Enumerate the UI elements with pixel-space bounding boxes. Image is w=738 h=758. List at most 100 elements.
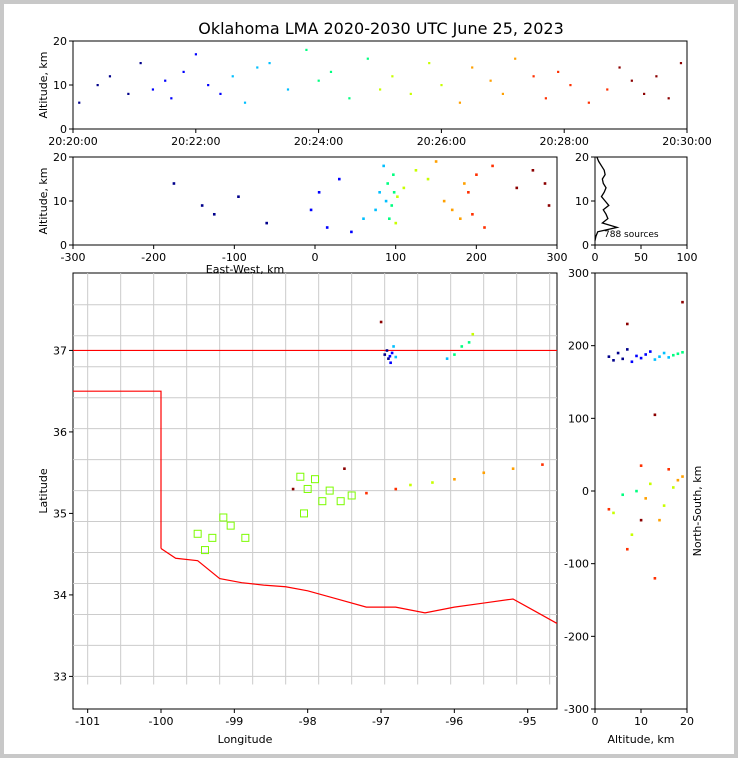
altitude-ns-point (630, 360, 634, 364)
altitude-ew-point (362, 217, 365, 220)
x-tick-label: -95 (519, 715, 537, 728)
altitude-time-point (194, 53, 197, 56)
altitude-time-point (458, 101, 462, 104)
altitude-time-point (305, 48, 308, 51)
lma-figure: Oklahoma LMA 2020-2030 UTC June 25, 2023… (37, 19, 712, 746)
altitude-ew-point (384, 199, 388, 203)
altitude-ns-point (653, 358, 657, 361)
x-tick-label: 20:28:00 (539, 135, 588, 148)
altitude-ew-point (392, 191, 396, 194)
altitude-time-point (231, 75, 234, 78)
y-tick-label: 35 (53, 507, 67, 520)
x-tick-label: 100 (385, 251, 406, 264)
x-tick-label: -96 (445, 715, 463, 728)
altitude-time-point (329, 70, 333, 73)
altitude-ns-point (607, 507, 611, 511)
lma-station-marker (193, 529, 202, 538)
altitude-ns-point (649, 482, 652, 486)
altitude-ns-point (635, 489, 638, 493)
altitude-ew-point (459, 217, 462, 220)
altitude-ew-point (547, 204, 551, 207)
altitude-time-point (655, 75, 658, 78)
altitude-ew-point (392, 173, 395, 176)
altitude-time-point (440, 84, 443, 87)
x-tick-label: -300 (61, 251, 86, 264)
altitude-ns-point (672, 486, 675, 489)
plan-view-source-point (409, 483, 412, 487)
x-tick-label: 200 (466, 251, 487, 264)
altitude-ew-point (483, 226, 486, 229)
altitude-ns-point (644, 353, 647, 356)
altitude-ew-point (471, 213, 474, 216)
plan-view-source-point (392, 345, 395, 348)
y-tick-label: 0 (60, 123, 67, 136)
plan-view-source-point (541, 463, 544, 466)
altitude-ns-point (681, 475, 684, 478)
y-tick-label: 0 (582, 239, 589, 252)
plan-view-source-point (365, 491, 368, 495)
altitude-time-point (667, 97, 670, 100)
altitude-time-point (256, 66, 259, 69)
altitude-time-point (78, 101, 81, 104)
plan-view-source-point (291, 487, 295, 491)
plan-view-source-point (388, 354, 392, 358)
altitude-ew-point (309, 208, 313, 212)
lma-station-marker (336, 497, 345, 506)
altitude-ew-point (237, 195, 240, 198)
y-tick-label: 0 (60, 239, 67, 252)
source-count-label: 788 sources (604, 230, 659, 240)
altitude-time-point (471, 66, 474, 69)
x-tick-label: -100 (149, 715, 174, 728)
altitude-ew-point (382, 164, 385, 168)
x-tick-label: 20:22:00 (171, 135, 220, 148)
altitude-ew-point (374, 208, 377, 212)
altitude-time-point (182, 70, 185, 73)
altitude-ns-point (639, 356, 643, 360)
altitude-time-point (243, 101, 247, 104)
x-tick-label: 100 (677, 251, 698, 264)
state-border-panhandle (73, 390, 162, 549)
altitude-time-point (489, 79, 492, 82)
x-tick-label: 50 (634, 251, 648, 264)
lma-station-marker (241, 533, 250, 542)
altitude-ns-point (621, 357, 624, 361)
altitude-ns-point (612, 359, 615, 362)
altitude-ns-point (658, 355, 661, 358)
altitude-ns-point (607, 355, 611, 358)
altitude-ew-point (212, 213, 216, 216)
altitude-time-point (151, 88, 155, 91)
x-tick-label: -101 (75, 715, 100, 728)
altitude-ew-point (467, 191, 470, 194)
plan-view-source-point (467, 341, 471, 344)
altitude-time-point (409, 92, 412, 95)
lma-station-marker (325, 486, 334, 495)
plan-view-source-point (390, 351, 394, 355)
altitude-ns-point (676, 478, 680, 482)
altitude-ns-point (672, 353, 675, 357)
altitude-ew-point (463, 182, 466, 185)
x-tick-label: -99 (225, 715, 243, 728)
plan-view-source-point (471, 332, 475, 336)
y-axis-label: Altitude, km (37, 167, 50, 234)
y-tick-label: 34 (53, 589, 67, 602)
lma-station-marker (303, 484, 312, 493)
altitude-time-point (348, 97, 351, 100)
y-tick-label: -200 (564, 630, 589, 643)
x-tick-label: 0 (312, 251, 319, 264)
plan-view-source-point (453, 477, 456, 481)
x-tick-label: 10 (634, 715, 648, 728)
altitude-ew-point (388, 217, 391, 220)
altitude-time-point (569, 84, 572, 87)
x-tick-label: 0 (592, 251, 599, 264)
y-tick-label: 20 (575, 151, 589, 164)
y-tick-label: 20 (53, 151, 67, 164)
altitude-ns-point (612, 511, 615, 515)
y-tick-label: 20 (53, 35, 67, 48)
altitude-time-point (679, 62, 683, 65)
altitude-ew-point (434, 160, 438, 163)
altitude-ew-point (325, 226, 329, 229)
y-tick-label: -100 (564, 558, 589, 571)
lma-station-marker (347, 491, 356, 500)
lma-station-marker (208, 533, 217, 542)
altitude-ns-point (667, 468, 670, 471)
